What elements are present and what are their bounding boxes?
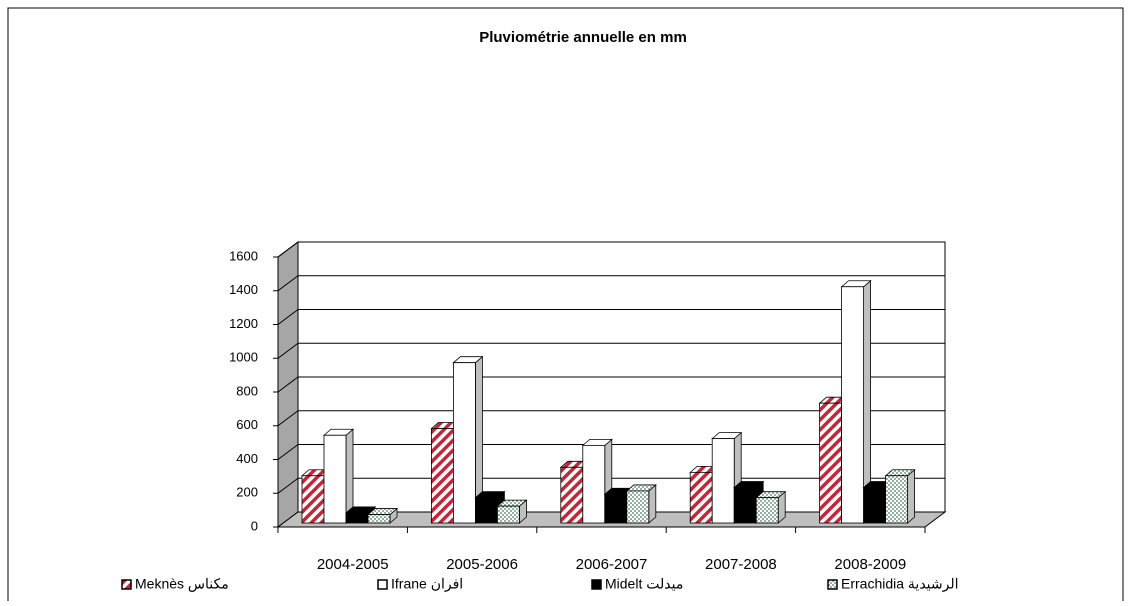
y-tick-label: 200: [236, 485, 258, 500]
bar: [885, 475, 908, 524]
bar: [819, 402, 842, 524]
x-tick-label: 2006-2007: [576, 556, 648, 573]
bar: [560, 466, 584, 524]
x-tick-label: 2008-2009: [834, 556, 906, 573]
bar: [711, 438, 735, 524]
bar: [689, 471, 713, 524]
bar: [604, 493, 628, 524]
bar: [841, 286, 864, 524]
legend-label: Meknès مكناس: [135, 576, 229, 593]
grid-line-side: [277, 342, 299, 359]
grid-line-side: [277, 275, 299, 292]
grid-line-side: [277, 309, 299, 325]
grid-line-side: [277, 477, 299, 494]
legend-label: Errachidia الرشيدية: [841, 576, 959, 593]
bar: [452, 362, 476, 524]
legend-swatch: [591, 579, 602, 590]
bar: [301, 475, 325, 524]
y-tick-label: 0: [251, 518, 258, 533]
grid-line-side: [277, 241, 299, 258]
bar-side: [648, 484, 657, 524]
bar: [474, 497, 498, 524]
bar: [367, 514, 391, 524]
y-tick-label: 600: [236, 417, 258, 432]
bar: [733, 487, 757, 524]
bar: [755, 497, 779, 524]
frame: [7, 7, 1124, 601]
x-tick-label: 2004-2005: [317, 556, 389, 573]
bar: [323, 434, 347, 524]
chart-title: Pluviométrie annuelle en mm: [479, 29, 687, 46]
legend-swatch: [827, 579, 838, 590]
bar-side: [907, 468, 915, 524]
grid-line-side: [277, 444, 299, 460]
y-tick-label: 1600: [229, 248, 258, 263]
grid-line-side: [277, 410, 299, 427]
legend-swatch: [121, 579, 132, 590]
x-tick-label: 2007-2008: [705, 556, 777, 573]
grid-line-side: [277, 376, 299, 393]
y-tick-label: 1000: [229, 350, 258, 365]
y-tick-label: 800: [236, 383, 258, 398]
bar: [863, 487, 886, 524]
y-tick-label: 400: [236, 451, 258, 466]
y-tick-label: 1400: [229, 282, 258, 297]
y-tick-label: 1200: [229, 316, 258, 331]
bar: [345, 512, 369, 524]
legend-label: Midelt ميدلت: [605, 576, 683, 592]
legend-label: Ifrane افران: [391, 576, 463, 593]
bar: [430, 428, 454, 524]
bar: [626, 490, 650, 524]
x-tick-label: 2005-2006: [446, 556, 518, 573]
bar: [496, 505, 520, 524]
bar: [582, 444, 606, 524]
legend-swatch: [377, 579, 388, 590]
